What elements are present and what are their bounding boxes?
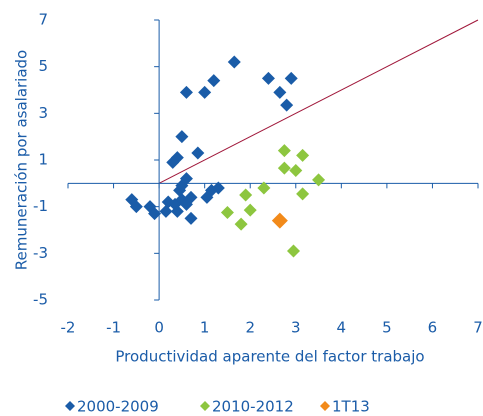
point [257, 181, 271, 195]
x-tick-label: 6 [428, 319, 438, 337]
x-tick-label: 7 [473, 319, 483, 337]
point [129, 200, 143, 214]
point [179, 85, 193, 99]
y-tick-label: -5 [33, 291, 48, 309]
x-tick-label: -2 [61, 319, 76, 337]
legend-label: 2000-2009 [77, 398, 159, 416]
point [277, 144, 291, 158]
point [175, 130, 189, 144]
legend-label: 1T13 [332, 398, 370, 416]
point [220, 206, 234, 219]
legend-marker [320, 401, 330, 411]
x-tick-label: -1 [106, 319, 121, 337]
point [227, 55, 241, 69]
legend-marker [65, 401, 75, 411]
y-tick-label: 1 [38, 151, 48, 169]
point [234, 217, 248, 231]
point [159, 204, 173, 218]
point [198, 85, 212, 99]
point [280, 98, 294, 112]
x-tick-label: 1 [200, 319, 210, 337]
point [239, 188, 253, 202]
y-tick-label: -1 [33, 197, 48, 215]
point [207, 74, 221, 88]
x-tick-label: 2 [245, 319, 255, 337]
point [271, 212, 288, 229]
x-tick-label: 0 [154, 319, 164, 337]
point [166, 155, 180, 169]
point [273, 85, 287, 99]
y-tick-label: 3 [38, 104, 48, 122]
point [184, 211, 198, 225]
point [277, 161, 291, 175]
point [287, 244, 300, 258]
point [296, 187, 310, 201]
y-tick-label: 7 [38, 11, 48, 29]
legend-label: 2010-2012 [212, 398, 294, 416]
legend-marker [200, 401, 210, 411]
point [148, 207, 162, 221]
x-axis-label: Productividad aparente del factor trabaj… [115, 348, 424, 366]
point [312, 173, 326, 187]
point [296, 148, 310, 162]
point [289, 164, 303, 177]
point [211, 181, 225, 195]
x-tick-label: 3 [291, 319, 301, 337]
x-tick-label: 4 [337, 319, 347, 337]
y-tick-label: -3 [33, 244, 48, 262]
x-tick-label: 5 [382, 319, 392, 337]
point [284, 71, 298, 85]
point [184, 190, 198, 204]
point [170, 204, 184, 218]
point [243, 203, 257, 217]
y-tick-label: 5 [38, 57, 48, 75]
point [261, 71, 275, 85]
point [191, 146, 205, 160]
point [179, 172, 193, 186]
reference-line [158, 19, 479, 184]
y-axis-label: Remuneración por asalariado [13, 50, 31, 270]
